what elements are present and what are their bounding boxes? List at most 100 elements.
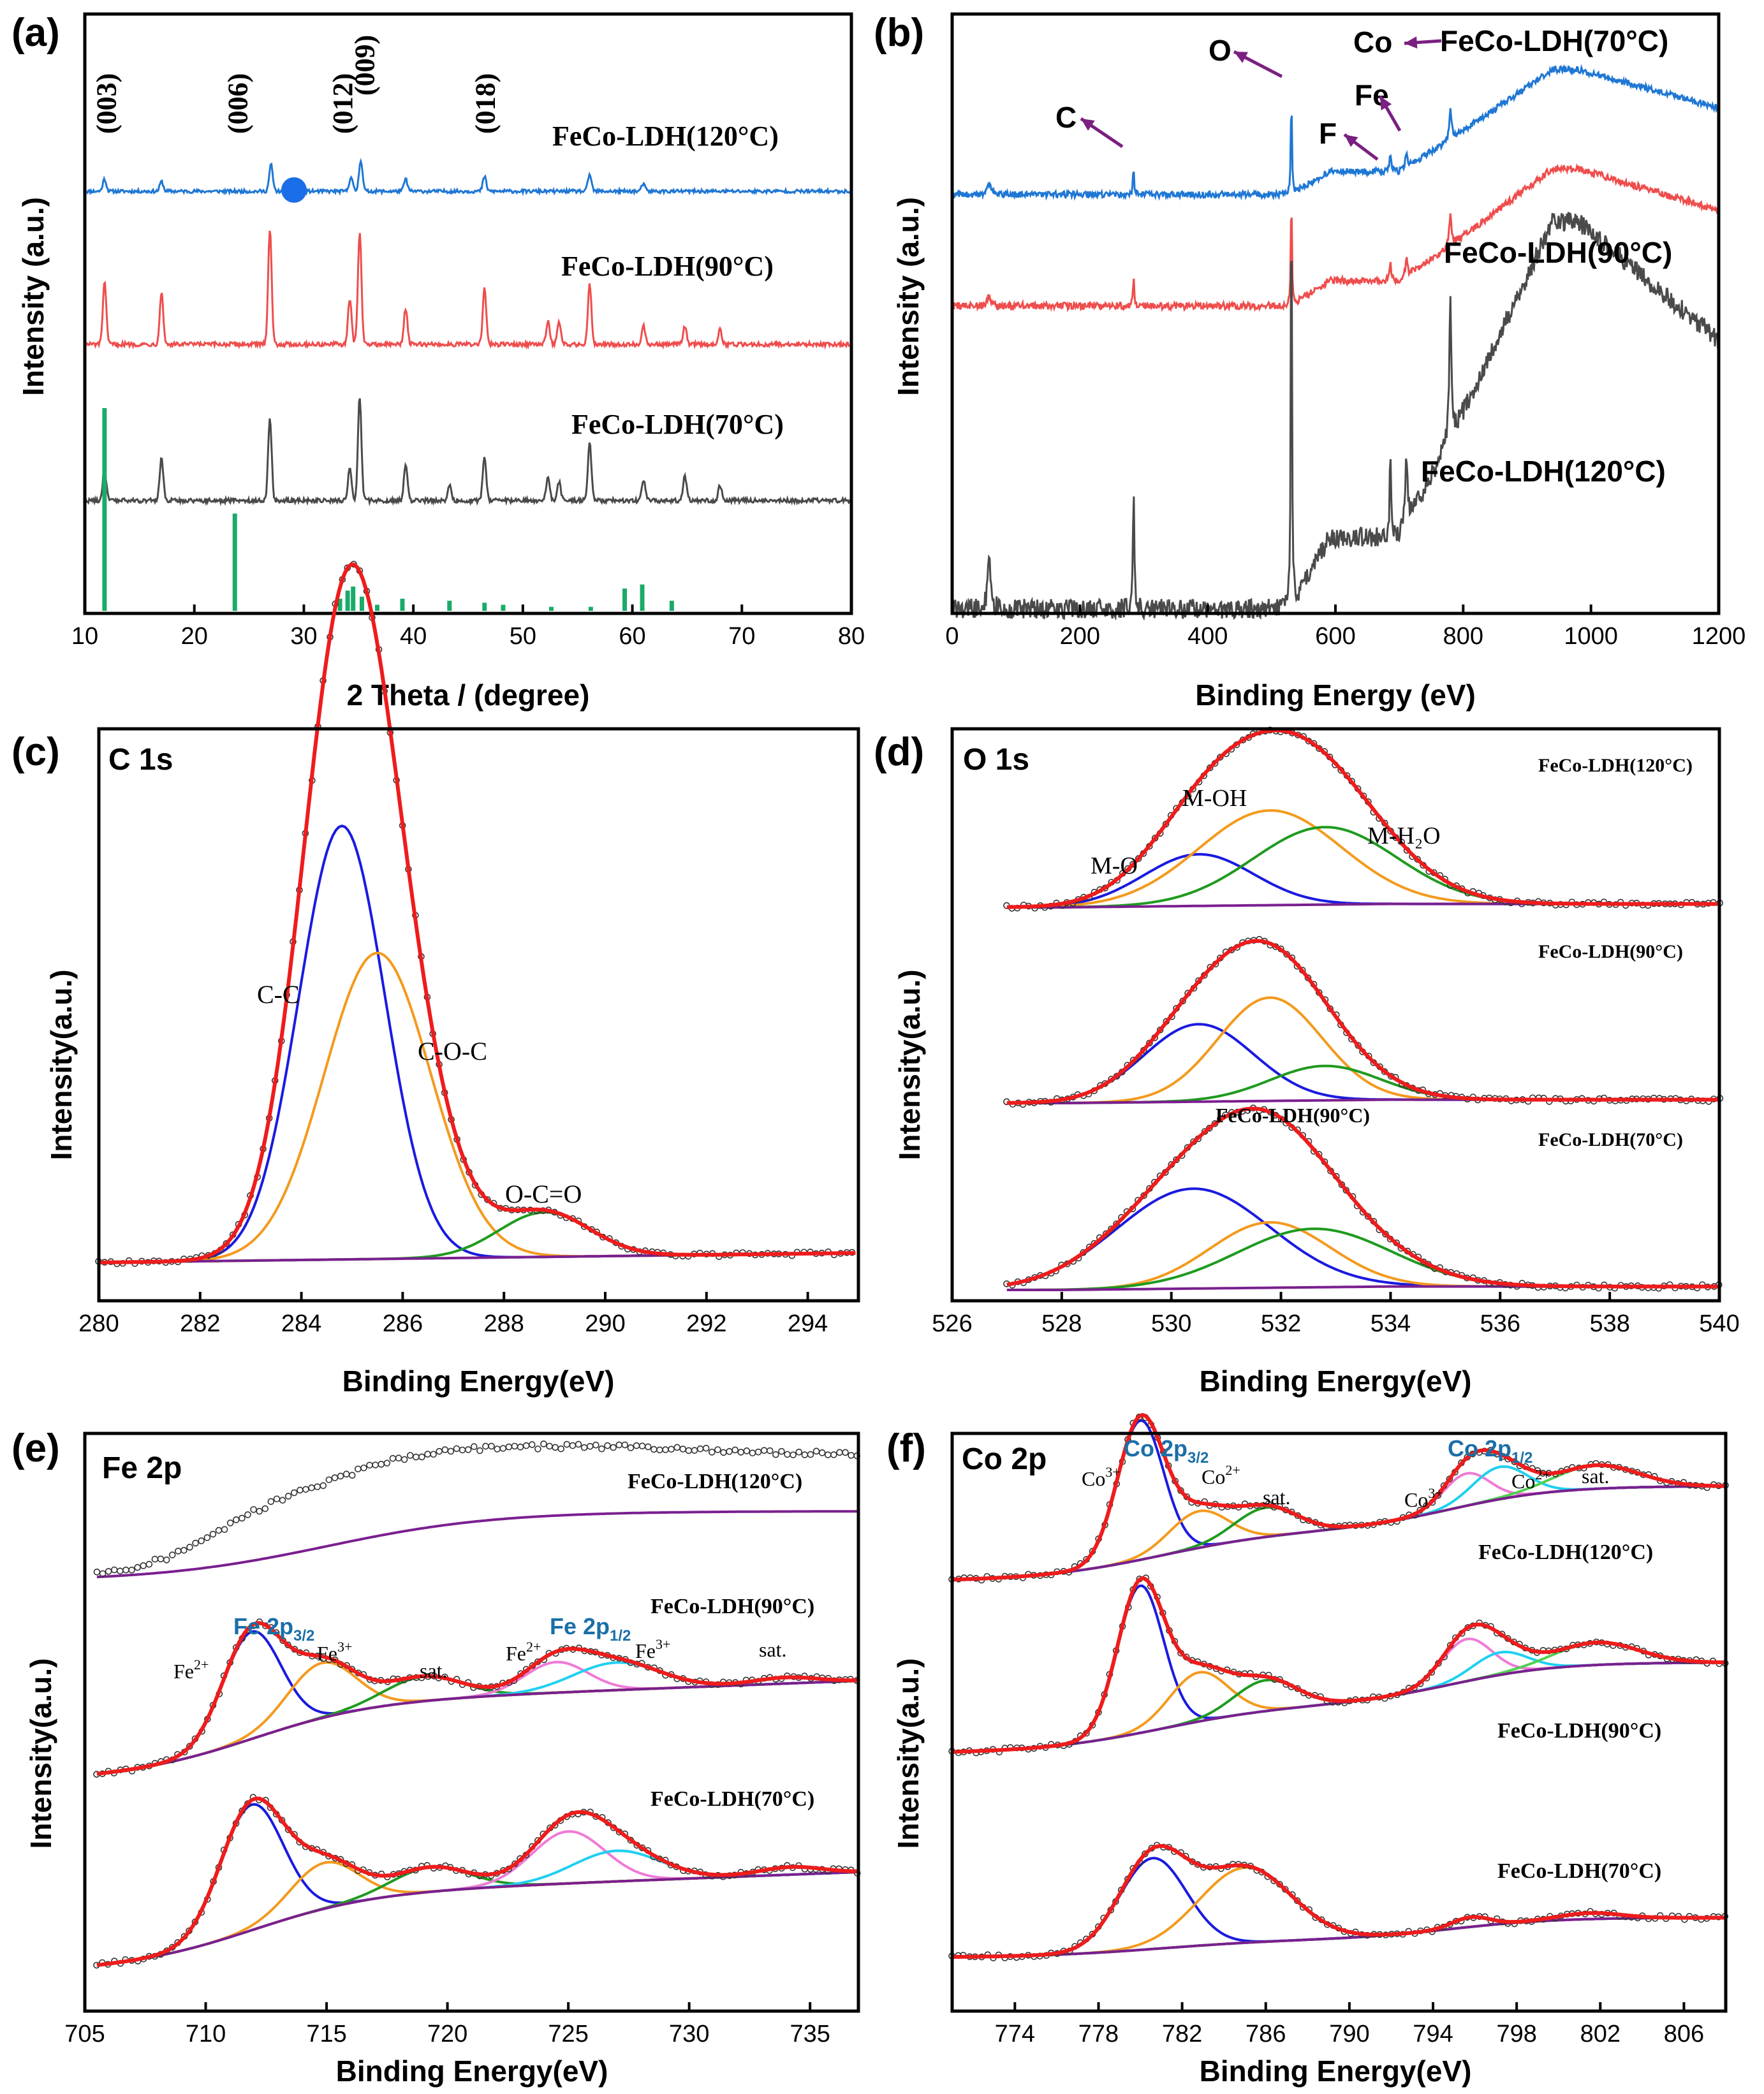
raw-data-point <box>696 1445 704 1453</box>
raw-data-point <box>720 1449 727 1456</box>
plane-label: (009) <box>349 35 381 96</box>
state-label-fe3-b: Fe3+ <box>635 1636 670 1662</box>
raw-data-point <box>586 1442 594 1450</box>
fit-component <box>1006 1227 1719 1291</box>
tick-label: 786 <box>1246 2021 1286 2047</box>
raw-data-point <box>342 1470 350 1478</box>
fit-component <box>96 1660 857 1775</box>
raw-data-point <box>378 1461 385 1468</box>
panel-title-d: O 1s <box>963 743 1029 777</box>
axis-xlabel-b: Binding Energy (eV) <box>1195 678 1476 712</box>
raw-data-point <box>848 1452 855 1459</box>
raw-data-point <box>244 1511 251 1518</box>
fit-component <box>1006 1064 1719 1104</box>
raw-data-point <box>476 1447 483 1454</box>
raw-data-point <box>325 1476 333 1484</box>
tick-label: 532 <box>1261 1310 1301 1337</box>
raw-data-point <box>418 1453 425 1461</box>
panel-label-b: (b) <box>874 11 924 55</box>
element-arrowhead <box>1380 96 1392 110</box>
axis-ylabel-b: Intensity (a.u.) <box>892 197 925 396</box>
raw-data-point <box>812 1447 820 1455</box>
raw-data-point <box>372 1461 379 1468</box>
series-label-d-120: FeCo-LDH(120°C) <box>1538 755 1693 776</box>
tick-label: 70 <box>728 623 755 650</box>
fit-component <box>96 1675 857 1775</box>
panel-e: (e) Intensity(a.u.) Fe 2p FeCo-LDH(120°C… <box>11 1426 861 2088</box>
tick-label: 540 <box>1699 1310 1739 1337</box>
raw-data-point <box>250 1506 257 1513</box>
panel-f: (f) Intensity(a.u.) Co 2p Co 2p3/2 Co 2p… <box>886 1412 1729 2088</box>
state-label-co2-a: Co2+ <box>1202 1462 1240 1488</box>
raw-data-point <box>731 1446 739 1454</box>
axis-xlabel-e: Binding Energy(eV) <box>336 2054 608 2088</box>
raw-data-point <box>842 1449 849 1456</box>
plane-label: (003) <box>91 73 122 134</box>
state-label-fe3-a: Fe3+ <box>317 1639 352 1665</box>
tick-label: 200 <box>1060 623 1100 650</box>
raw-data-point <box>221 1526 228 1534</box>
raw-data-point <box>314 1483 321 1490</box>
tick-label: 720 <box>427 2021 467 2047</box>
tick-label: 526 <box>932 1310 972 1337</box>
frame-f <box>950 1431 1728 2013</box>
raw-data-point <box>239 1514 246 1522</box>
fit-component <box>952 1484 1725 1581</box>
raw-data-point <box>650 1446 658 1453</box>
raw-data-point <box>163 1556 170 1563</box>
element-label: O <box>1209 34 1231 67</box>
raw-data-point <box>795 1448 803 1456</box>
tick-label: 528 <box>1041 1310 1082 1337</box>
raw-data-point <box>830 1451 837 1458</box>
raw-data-point <box>557 1445 565 1453</box>
raw-data-point <box>401 1456 408 1463</box>
raw-data-point <box>726 1448 733 1455</box>
tick-label: 800 <box>1443 623 1483 650</box>
raw-data-point <box>668 1446 675 1453</box>
raw-data-point <box>256 1507 263 1515</box>
tick-label: 294 <box>788 1310 828 1337</box>
raw-data-point <box>424 1451 431 1458</box>
series-label-f-120: FeCo-LDH(120°C) <box>1478 1541 1653 1564</box>
peak-label-fe-2p12: Fe 2p1/2 <box>550 1613 631 1644</box>
element-label: C <box>1055 101 1077 134</box>
xrd-series-2 <box>84 398 852 507</box>
plane-label: (018) <box>469 73 501 134</box>
raw-data-point <box>151 1555 159 1563</box>
raw-data-point <box>743 1447 751 1454</box>
raw-data-point <box>180 1547 187 1554</box>
xrd-series-0 <box>84 157 852 196</box>
raw-data-point <box>453 1445 460 1453</box>
raw-data-point <box>528 1441 536 1448</box>
tick-label: 288 <box>483 1310 524 1337</box>
tick-label: 705 <box>64 2021 105 2047</box>
fit-envelope <box>1006 1106 1719 1289</box>
series-label-f-70: FeCo-LDH(70°C) <box>1497 1859 1661 1883</box>
tick-label: 280 <box>78 1310 119 1337</box>
element-arrowhead <box>1344 135 1358 147</box>
raw-data-point <box>824 1451 832 1458</box>
panel-label-d: (d) <box>874 730 924 774</box>
raw-data-point <box>778 1447 785 1455</box>
tick-label: 400 <box>1187 623 1228 650</box>
raw-data-point <box>441 1446 449 1453</box>
annotation-d: FeCo-LDH(90°C) <box>1216 1104 1370 1127</box>
raw-data-point <box>355 1465 362 1473</box>
axis-ylabel-f: Intensity(a.u.) <box>892 1658 925 1849</box>
fit-background <box>952 1484 1725 1581</box>
axis-xlabel-d: Binding Energy(eV) <box>1200 1365 1472 1398</box>
raw-data-point <box>232 1516 240 1523</box>
series-label-b-120: FeCo-LDH(120°C) <box>1421 455 1666 488</box>
raw-data-point <box>610 1444 617 1451</box>
series-label-b-90: FeCo-LDH(90°C) <box>1444 236 1672 269</box>
plot-d <box>1003 726 1724 1292</box>
state-label-co3-b: Co3+ <box>1404 1485 1443 1511</box>
state-label-sat-a: sat. <box>420 1659 448 1682</box>
marker-circle <box>281 177 307 203</box>
raw-data-point <box>140 1562 147 1569</box>
tick-label: 0 <box>945 623 959 650</box>
fit-envelope <box>96 1621 857 1776</box>
raw-data-point <box>223 1240 230 1247</box>
axis-ylabel-c: Intensity(a.u.) <box>45 969 78 1160</box>
